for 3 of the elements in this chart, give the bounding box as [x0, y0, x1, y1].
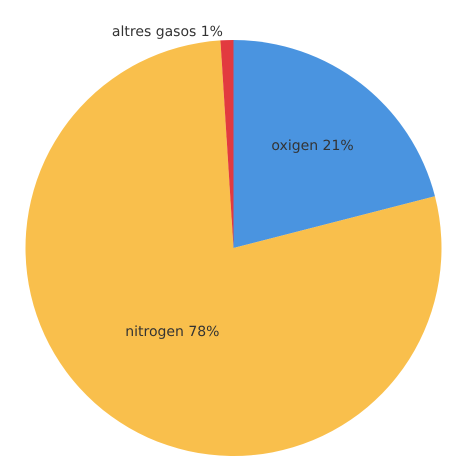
slice-label: oxigen 21% — [271, 138, 354, 154]
slice-label: nitrogen 78% — [125, 324, 220, 340]
slice-label: altres gasos 1% — [112, 24, 223, 40]
